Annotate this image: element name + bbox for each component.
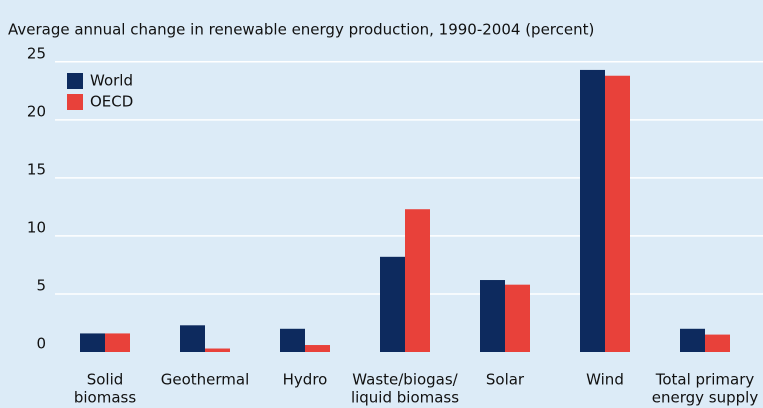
- x-tick-label: Hydro: [283, 371, 328, 389]
- bar: [505, 284, 530, 352]
- x-tick-label: Solar: [486, 371, 525, 389]
- bar: [305, 345, 330, 352]
- bar: [405, 209, 430, 352]
- x-tick-label: energy supply: [652, 389, 759, 407]
- legend-label: OECD: [90, 93, 133, 111]
- bar: [105, 333, 130, 352]
- bar: [280, 328, 305, 352]
- bar: [180, 325, 205, 352]
- x-tick-label: Geothermal: [161, 371, 250, 389]
- y-tick-label: 0: [36, 335, 46, 353]
- y-tick-label: 20: [27, 102, 46, 120]
- x-tick-label: Waste/biogas/: [352, 371, 458, 389]
- x-tick-label: Total primary: [655, 371, 755, 389]
- y-tick-label: 5: [36, 276, 46, 294]
- bar: [605, 75, 630, 352]
- bar: [80, 333, 105, 352]
- bar: [680, 328, 705, 352]
- x-tick-label: Wind: [586, 371, 624, 389]
- x-tick-label: liquid biomass: [351, 389, 459, 407]
- chart-title: Average annual change in renewable energ…: [8, 21, 594, 39]
- bar: [705, 334, 730, 352]
- y-tick-label: 15: [27, 160, 46, 178]
- y-tick-label: 10: [27, 218, 46, 236]
- legend-label: World: [90, 72, 133, 90]
- bar: [380, 256, 405, 352]
- bar: [580, 69, 605, 352]
- bar: [480, 280, 505, 352]
- x-tick-label: Solid: [87, 371, 124, 389]
- legend-swatch: [67, 73, 83, 89]
- y-tick-label: 25: [27, 44, 46, 62]
- bar: [205, 348, 230, 352]
- x-tick-label: biomass: [74, 389, 136, 407]
- legend-swatch: [67, 94, 83, 110]
